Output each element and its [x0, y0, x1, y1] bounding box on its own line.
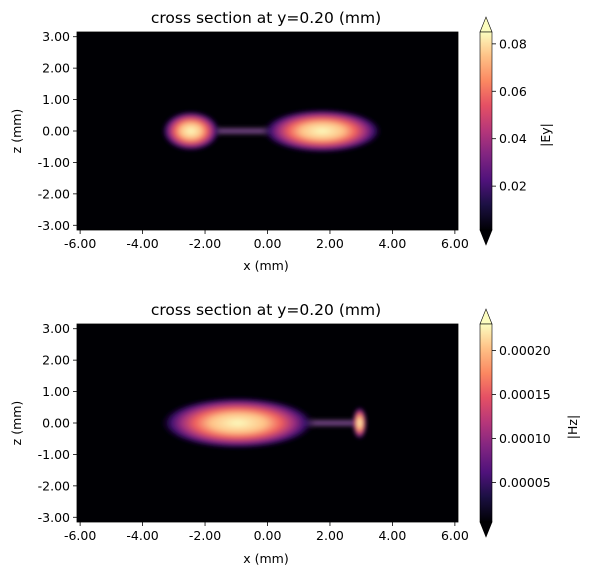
y-tick-label: 3.00	[42, 29, 70, 44]
x-tick-label: 2.00	[316, 236, 344, 251]
colorbar-tick-label: 0.00005	[499, 475, 551, 490]
x-tick-label: -4.00	[126, 528, 158, 543]
y-tick-label: 3.00	[42, 321, 70, 336]
colorbar-gradient	[479, 31, 493, 231]
colorbar-tick-label: 0.02	[499, 179, 527, 194]
y-axis-ticks: -3.00 -2.00 -1.00 0.00 1.00 2.00 3.00	[38, 321, 77, 525]
x-tick-label: 0.00	[254, 236, 282, 251]
y-axis-label: z (mm)	[9, 109, 24, 154]
y-tick-label: -2.00	[38, 478, 70, 493]
colorbar-extend-max	[479, 16, 493, 33]
heatmap-hz	[77, 324, 458, 522]
y-tick-label: 0.00	[42, 124, 70, 139]
colorbar-gradient	[479, 323, 493, 523]
y-tick-label: 2.00	[42, 61, 70, 76]
colorbar-extend-min	[479, 229, 493, 246]
x-tick-label: 2.00	[316, 528, 344, 543]
x-tick-label: -2.00	[189, 236, 221, 251]
panel-hz: cross section at y=0.20 (mm) -6.00 -4.00-…	[9, 301, 580, 566]
colorbar-tick-label: 0.00020	[499, 343, 551, 358]
colorbar-tick-label: 0.04	[499, 131, 527, 146]
colorbar-extend-min	[479, 521, 493, 538]
colorbar-tick-label: 0.00015	[499, 387, 551, 402]
field-hotspot	[261, 108, 383, 154]
y-tick-label: -3.00	[38, 218, 70, 233]
x-tick-label: -6.00	[64, 528, 96, 543]
colorbar-extend-max	[479, 308, 493, 325]
x-tick-label: 6.00	[441, 528, 469, 543]
y-axis-ticks: -3.00 -2.00 -1.00 0.00 1.00 2.00 3.00	[38, 29, 77, 233]
x-tick-label: 6.00	[441, 236, 469, 251]
x-tick-label: -6.00	[64, 236, 96, 251]
chart-title: cross section at y=0.20 (mm)	[151, 301, 381, 319]
x-axis-ticks: -6.00 -4.00 -2.00 0.00 2.00 4.00 6.00	[64, 522, 469, 543]
colorbar-tick-label: 0.00010	[499, 431, 551, 446]
field-hotspot	[161, 110, 221, 152]
y-tick-label: 2.00	[42, 353, 70, 368]
x-tick-label: 4.00	[378, 236, 406, 251]
y-axis-label: z (mm)	[9, 401, 24, 446]
heatmap-ey	[77, 32, 458, 230]
colorbar-label: |Ey|	[538, 123, 553, 147]
x-axis-ticks: -6.00 -4.00 -2.00 0.00 2.00 4.00 6.00	[64, 230, 469, 251]
y-tick-label: -2.00	[38, 186, 70, 201]
y-tick-label: 1.00	[42, 384, 70, 399]
y-tick-label: 0.00	[42, 416, 70, 431]
x-tick-label: 4.00	[378, 528, 406, 543]
y-tick-label: 1.00	[42, 92, 70, 107]
y-tick-label: -1.00	[38, 155, 70, 170]
panel-ey: cross section at y=0.20 (mm) -6.00 -4.00-…	[9, 9, 553, 273]
field-hotspot	[159, 396, 316, 450]
colorbar-tick-label: 0.08	[499, 36, 527, 51]
colorbar-ey: 0.02 0.04 0.06 0.08 |Ey|	[479, 16, 553, 246]
colorbar-hz: 0.00005 0.00010 0.00015 0.00020 |Hz|	[479, 308, 580, 538]
y-tick-label: -3.00	[38, 510, 70, 525]
x-axis-label: x (mm)	[243, 258, 288, 273]
x-tick-label: 0.00	[254, 528, 282, 543]
colorbar-tick-label: 0.06	[499, 84, 527, 99]
y-tick-label: -1.00	[38, 447, 70, 462]
x-tick-label: -4.00	[126, 236, 158, 251]
colorbar-label: |Hz|	[565, 415, 580, 439]
x-axis-label: x (mm)	[243, 551, 288, 566]
field-hotspot	[352, 406, 367, 440]
x-tick-label: -2.00	[189, 528, 221, 543]
chart-title: cross section at y=0.20 (mm)	[151, 9, 381, 27]
